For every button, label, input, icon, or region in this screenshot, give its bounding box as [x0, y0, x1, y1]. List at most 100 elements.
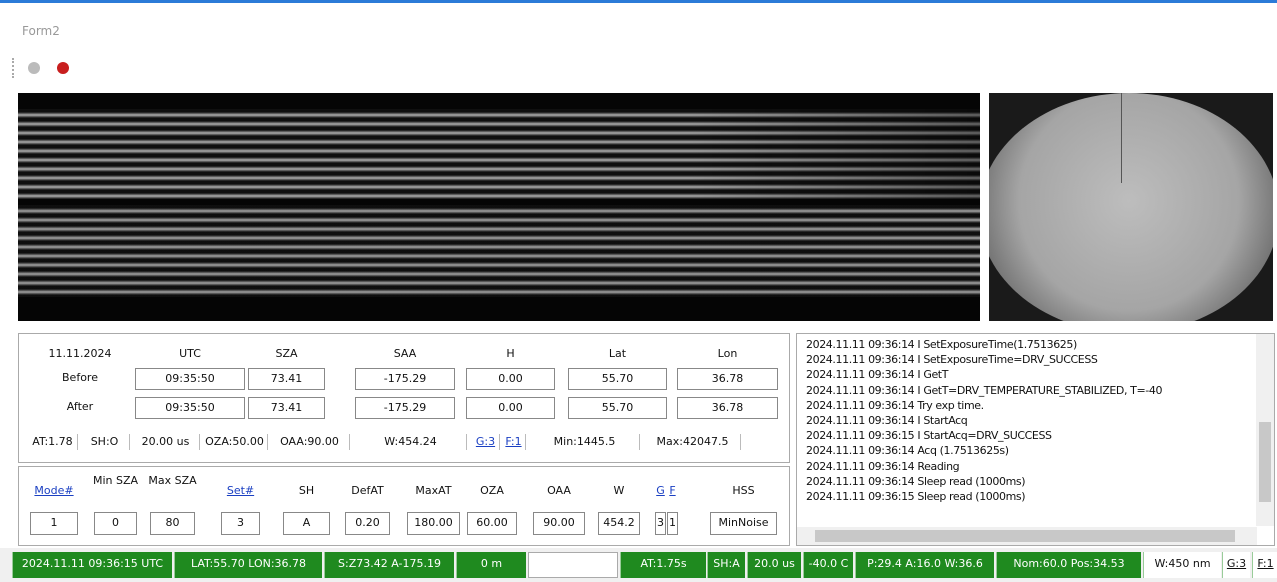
setting-header: DefAT — [351, 484, 384, 497]
status-item: OAA:90.00 — [270, 434, 350, 450]
setting-header: W — [613, 484, 625, 497]
column-header: Lat — [608, 347, 627, 360]
info-panel — [18, 333, 790, 463]
setting-field[interactable]: 60.00 — [467, 512, 517, 535]
setting-header: HSS — [732, 484, 755, 497]
column-header: SZA — [275, 347, 298, 360]
status-segment: 0 m — [456, 552, 526, 578]
spectrum-image — [18, 93, 980, 321]
setting-field[interactable]: 1 — [667, 512, 678, 535]
value-field: 09:35:50 — [135, 397, 245, 419]
status-item: W:454.24 — [355, 434, 467, 450]
value-field: 73.41 — [248, 368, 325, 390]
value-field: 0.00 — [466, 368, 555, 390]
log-line: 2024.11.11 09:36:15 Sleep read (1000ms) — [806, 490, 1026, 503]
camera-line — [1121, 93, 1122, 183]
log-line: 2024.11.11 09:36:14 I GetT=DRV_TEMPERATU… — [806, 383, 1163, 397]
status-segment: LAT:55.70 LON:36.78 — [174, 552, 322, 578]
status-item: AT:1.78 — [28, 434, 78, 450]
value-field: -175.29 — [355, 397, 455, 419]
status-segment: SH:A — [707, 552, 745, 578]
value-field: 55.70 — [568, 397, 667, 419]
setting-header: Min SZA — [92, 474, 139, 487]
column-header: H — [506, 347, 515, 360]
setting-header: OZA — [480, 484, 504, 497]
log-hscroll[interactable] — [797, 527, 1257, 545]
log-line: 2024.11.11 09:36:14 I StartAcq — [806, 414, 968, 427]
setting-field[interactable]: MinNoise — [710, 512, 777, 535]
setting-field[interactable]: 3 — [221, 512, 260, 535]
status-item: Min:1445.5 — [530, 434, 640, 450]
settings-panel — [18, 466, 790, 546]
row-label: Before — [62, 371, 98, 384]
value-field: 09:35:50 — [135, 368, 245, 390]
status-segment: S:Z73.42 A-175.19 — [324, 552, 454, 578]
log-line: 2024.11.11 09:36:14 Acq (1.7513625s) — [806, 444, 1009, 458]
log-line: 2024.11.11 09:36:14 I SetExposureTime(1.… — [806, 338, 1077, 351]
status-segment: Nom:60.0 Pos:34.53 — [996, 552, 1141, 578]
status-segment: W:450 nm — [1143, 552, 1221, 578]
status-item[interactable]: F:1 — [502, 434, 526, 450]
log-line: 2024.11.11 09:36:14 Reading — [806, 459, 960, 473]
log-vscroll[interactable] — [1256, 334, 1274, 526]
status-segment: 2024.11.11 09:36:15 UTC — [12, 552, 172, 578]
sky-view — [989, 93, 1273, 321]
setting-field[interactable]: 180.00 — [407, 512, 460, 535]
value-field: 36.78 — [677, 368, 778, 390]
setting-header: SH — [298, 484, 315, 497]
setting-field[interactable]: 0.20 — [345, 512, 390, 535]
window-border — [0, 0, 1277, 3]
log-line: 2024.11.11 09:36:14 Try exp time. — [806, 398, 984, 412]
status-item: 20.00 us — [132, 434, 200, 450]
spectrum-band — [18, 205, 980, 297]
value-field: 55.70 — [568, 368, 667, 390]
setting-header[interactable]: G — [656, 484, 665, 497]
setting-field[interactable]: A — [283, 512, 330, 535]
scroll-thumb[interactable] — [815, 530, 1235, 542]
setting-header[interactable]: Mode# — [34, 484, 74, 497]
status-empty — [528, 552, 618, 578]
toolbar-grip — [12, 58, 14, 78]
log-line: 2024.11.11 09:36:14 Sleep read (1000ms) — [806, 474, 1026, 488]
setting-header: Max SZA — [148, 474, 197, 487]
value-field: 73.41 — [248, 397, 325, 419]
log-line: 2024.11.11 09:36:14 I GetT — [806, 368, 949, 382]
window-title: Form2 — [22, 24, 60, 38]
setting-header[interactable]: F — [669, 484, 676, 497]
setting-field[interactable]: 3 — [655, 512, 666, 535]
status-segment: 20.0 us — [747, 552, 801, 578]
log-line: 2024.11.11 09:36:15 I StartAcq=DRV_SUCCE… — [806, 429, 1052, 443]
column-header: Lon — [717, 347, 738, 360]
status-segment: AT:1.75s — [620, 552, 706, 578]
value-field: -175.29 — [355, 368, 455, 390]
date-label: 11.11.2024 — [48, 347, 112, 360]
log-box — [796, 333, 1275, 546]
setting-header[interactable]: Set# — [226, 484, 255, 497]
record-button[interactable] — [57, 62, 69, 74]
log-line: 2024.11.11 09:36:14 I SetExposureTime=DR… — [806, 353, 1098, 367]
sky-camera-image — [989, 93, 1273, 321]
status-segment[interactable]: F:1 — [1252, 552, 1277, 578]
setting-field[interactable]: 1 — [30, 512, 78, 535]
status-item: OZA:50.00 — [202, 434, 268, 450]
status-item: Max:42047.5 — [645, 434, 741, 450]
spectrum-band — [18, 109, 980, 199]
setting-header: MaxAT — [415, 484, 452, 497]
row-label: After — [66, 400, 94, 413]
setting-field[interactable]: 80 — [150, 512, 195, 535]
status-item: SH:O — [80, 434, 130, 450]
status-item[interactable]: G:3 — [472, 434, 500, 450]
status-segment[interactable]: G:3 — [1222, 552, 1250, 578]
status-segment: -40.0 C — [803, 552, 853, 578]
stop-button[interactable] — [28, 62, 40, 74]
column-header: UTC — [179, 347, 201, 360]
column-header: SAA — [393, 347, 417, 360]
setting-field[interactable]: 454.2 — [598, 512, 640, 535]
scroll-thumb[interactable] — [1259, 422, 1271, 502]
setting-field[interactable]: 0 — [94, 512, 137, 535]
status-segment: P:29.4 A:16.0 W:36.6 — [855, 552, 994, 578]
setting-field[interactable]: 90.00 — [533, 512, 585, 535]
value-field: 36.78 — [677, 397, 778, 419]
value-field: 0.00 — [466, 397, 555, 419]
